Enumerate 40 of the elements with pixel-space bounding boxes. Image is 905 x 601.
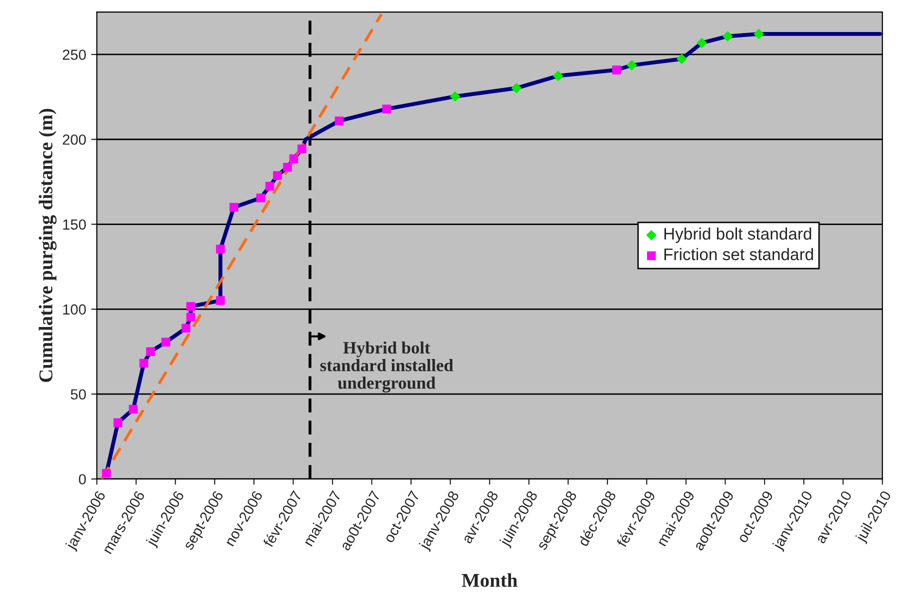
- point: [256, 194, 266, 202]
- point: [612, 66, 621, 74]
- point: [114, 418, 122, 428]
- point: [216, 244, 225, 254]
- point: [382, 104, 392, 114]
- annotation: Hybrid bolt standard installed underground: [320, 341, 454, 392]
- y-tick-label: 50: [70, 389, 86, 400]
- point: [182, 324, 190, 333]
- y-tick-label: 200: [62, 134, 86, 145]
- point: [450, 91, 460, 102]
- point: [334, 116, 344, 126]
- y-tick-label: 100: [63, 304, 86, 315]
- point: [161, 338, 170, 347]
- point: [289, 154, 298, 164]
- y-axis-title: Cumulative purging distance (m): [38, 108, 57, 382]
- point: [229, 202, 238, 212]
- point: [552, 70, 564, 82]
- point: [102, 469, 111, 478]
- point: [722, 31, 733, 42]
- y-tick-label: 150: [63, 219, 86, 230]
- point: [186, 312, 196, 322]
- point: [297, 144, 306, 154]
- y-tick-label: 0: [78, 474, 86, 484]
- point: [511, 82, 522, 94]
- point: [128, 404, 138, 414]
- point: [216, 296, 225, 305]
- point: [676, 54, 687, 64]
- point: [265, 182, 274, 191]
- point: [283, 162, 292, 172]
- point: [696, 38, 707, 48]
- point: [754, 28, 764, 40]
- point: [139, 358, 148, 368]
- point: [626, 60, 638, 70]
- x-axis-title: Month: [462, 573, 518, 587]
- legend-label: Hybrid bolt standard: [664, 227, 812, 244]
- legend-label: Friction set standard: [664, 248, 813, 260]
- y-tick-label: 250: [62, 50, 86, 60]
- point: [186, 302, 196, 311]
- point: [146, 347, 155, 356]
- point: [273, 171, 282, 180]
